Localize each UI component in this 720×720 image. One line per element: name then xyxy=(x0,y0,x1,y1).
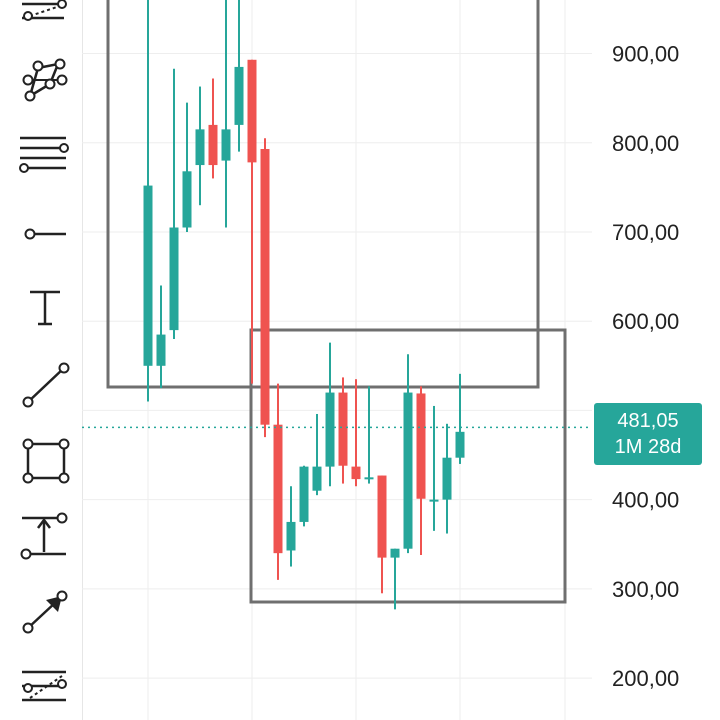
candle-body-up xyxy=(156,334,166,366)
price-axis-tick-label: 700,00 xyxy=(612,220,679,245)
candle-countdown: 1M 28d xyxy=(614,436,682,458)
rectangle-icon xyxy=(22,438,70,484)
pitchfork-icon xyxy=(19,136,69,173)
candle-body-up xyxy=(390,548,400,558)
price-axis-background xyxy=(592,0,720,720)
trend-line-tool-button[interactable] xyxy=(0,360,82,410)
text-tool-icon xyxy=(30,290,60,326)
drawn-rectangles[interactable] xyxy=(106,0,567,604)
pattern-icon xyxy=(22,58,68,102)
candle-body-up xyxy=(325,392,335,467)
candle-body-up xyxy=(364,477,374,480)
candle-body-down xyxy=(338,392,348,466)
price-range-icon xyxy=(20,512,68,560)
arrow-icon xyxy=(22,590,68,634)
candle-body-up xyxy=(455,431,465,458)
drawing-toolbar xyxy=(0,0,83,720)
candle-body-down xyxy=(377,475,387,558)
candle-body-up xyxy=(169,227,179,331)
price-axis: 900,00800,00700,00600,00500,00400,00300,… xyxy=(592,0,720,720)
price-axis-tick-label: 800,00 xyxy=(612,131,679,156)
fib-extension-tool-button[interactable] xyxy=(0,664,82,712)
candle-body-up xyxy=(221,129,231,161)
pattern-tool-button[interactable] xyxy=(0,52,82,108)
candle-body-up xyxy=(182,171,192,228)
candle-body-down xyxy=(273,424,283,554)
current-price-badge: 481,05 1M 28d xyxy=(594,403,702,465)
candle-body-up xyxy=(234,66,244,125)
rectangle-drawing-upper[interactable] xyxy=(106,0,540,389)
rectangle-tool-button[interactable] xyxy=(0,436,82,484)
trend-line-icon xyxy=(22,362,70,408)
fib-retracement-icon xyxy=(22,0,67,21)
price-range-tool-button[interactable] xyxy=(0,512,82,562)
horizontal-ray-icon xyxy=(24,228,66,240)
candle-body-down xyxy=(247,59,257,163)
arrow-tool-button[interactable] xyxy=(0,588,82,636)
price-axis-tick-label: 300,00 xyxy=(612,577,679,602)
candle-body-up xyxy=(312,466,322,491)
text-tool-tool-button[interactable] xyxy=(0,286,82,330)
current-price-value: 481,05 xyxy=(617,410,679,432)
rectangle-drawing-lower[interactable] xyxy=(249,328,567,604)
candle-body-up xyxy=(299,466,309,522)
candle-body-down xyxy=(208,124,218,166)
candle-body-up xyxy=(429,499,439,502)
candle-body-up xyxy=(403,392,413,549)
candle-body-up xyxy=(143,185,153,366)
candle-body-up xyxy=(195,129,205,166)
horizontal-ray-tool-button[interactable] xyxy=(0,220,82,248)
price-axis-tick-label: 600,00 xyxy=(612,309,679,334)
candle-body-up xyxy=(286,521,296,551)
candle-body-up xyxy=(442,457,452,500)
candles xyxy=(143,0,465,610)
candle-body-down xyxy=(351,466,361,480)
candle-body-down xyxy=(416,393,426,499)
fib-retracement-tool-button[interactable] xyxy=(0,0,82,26)
candle-body-down xyxy=(260,148,270,425)
price-axis-tick-label: 900,00 xyxy=(612,42,679,67)
price-axis-tick-label: 200,00 xyxy=(612,666,679,691)
price-axis-tick-label: 400,00 xyxy=(612,488,679,513)
fib-extension-icon xyxy=(22,670,67,702)
pitchfork-tool-button[interactable] xyxy=(0,128,82,180)
